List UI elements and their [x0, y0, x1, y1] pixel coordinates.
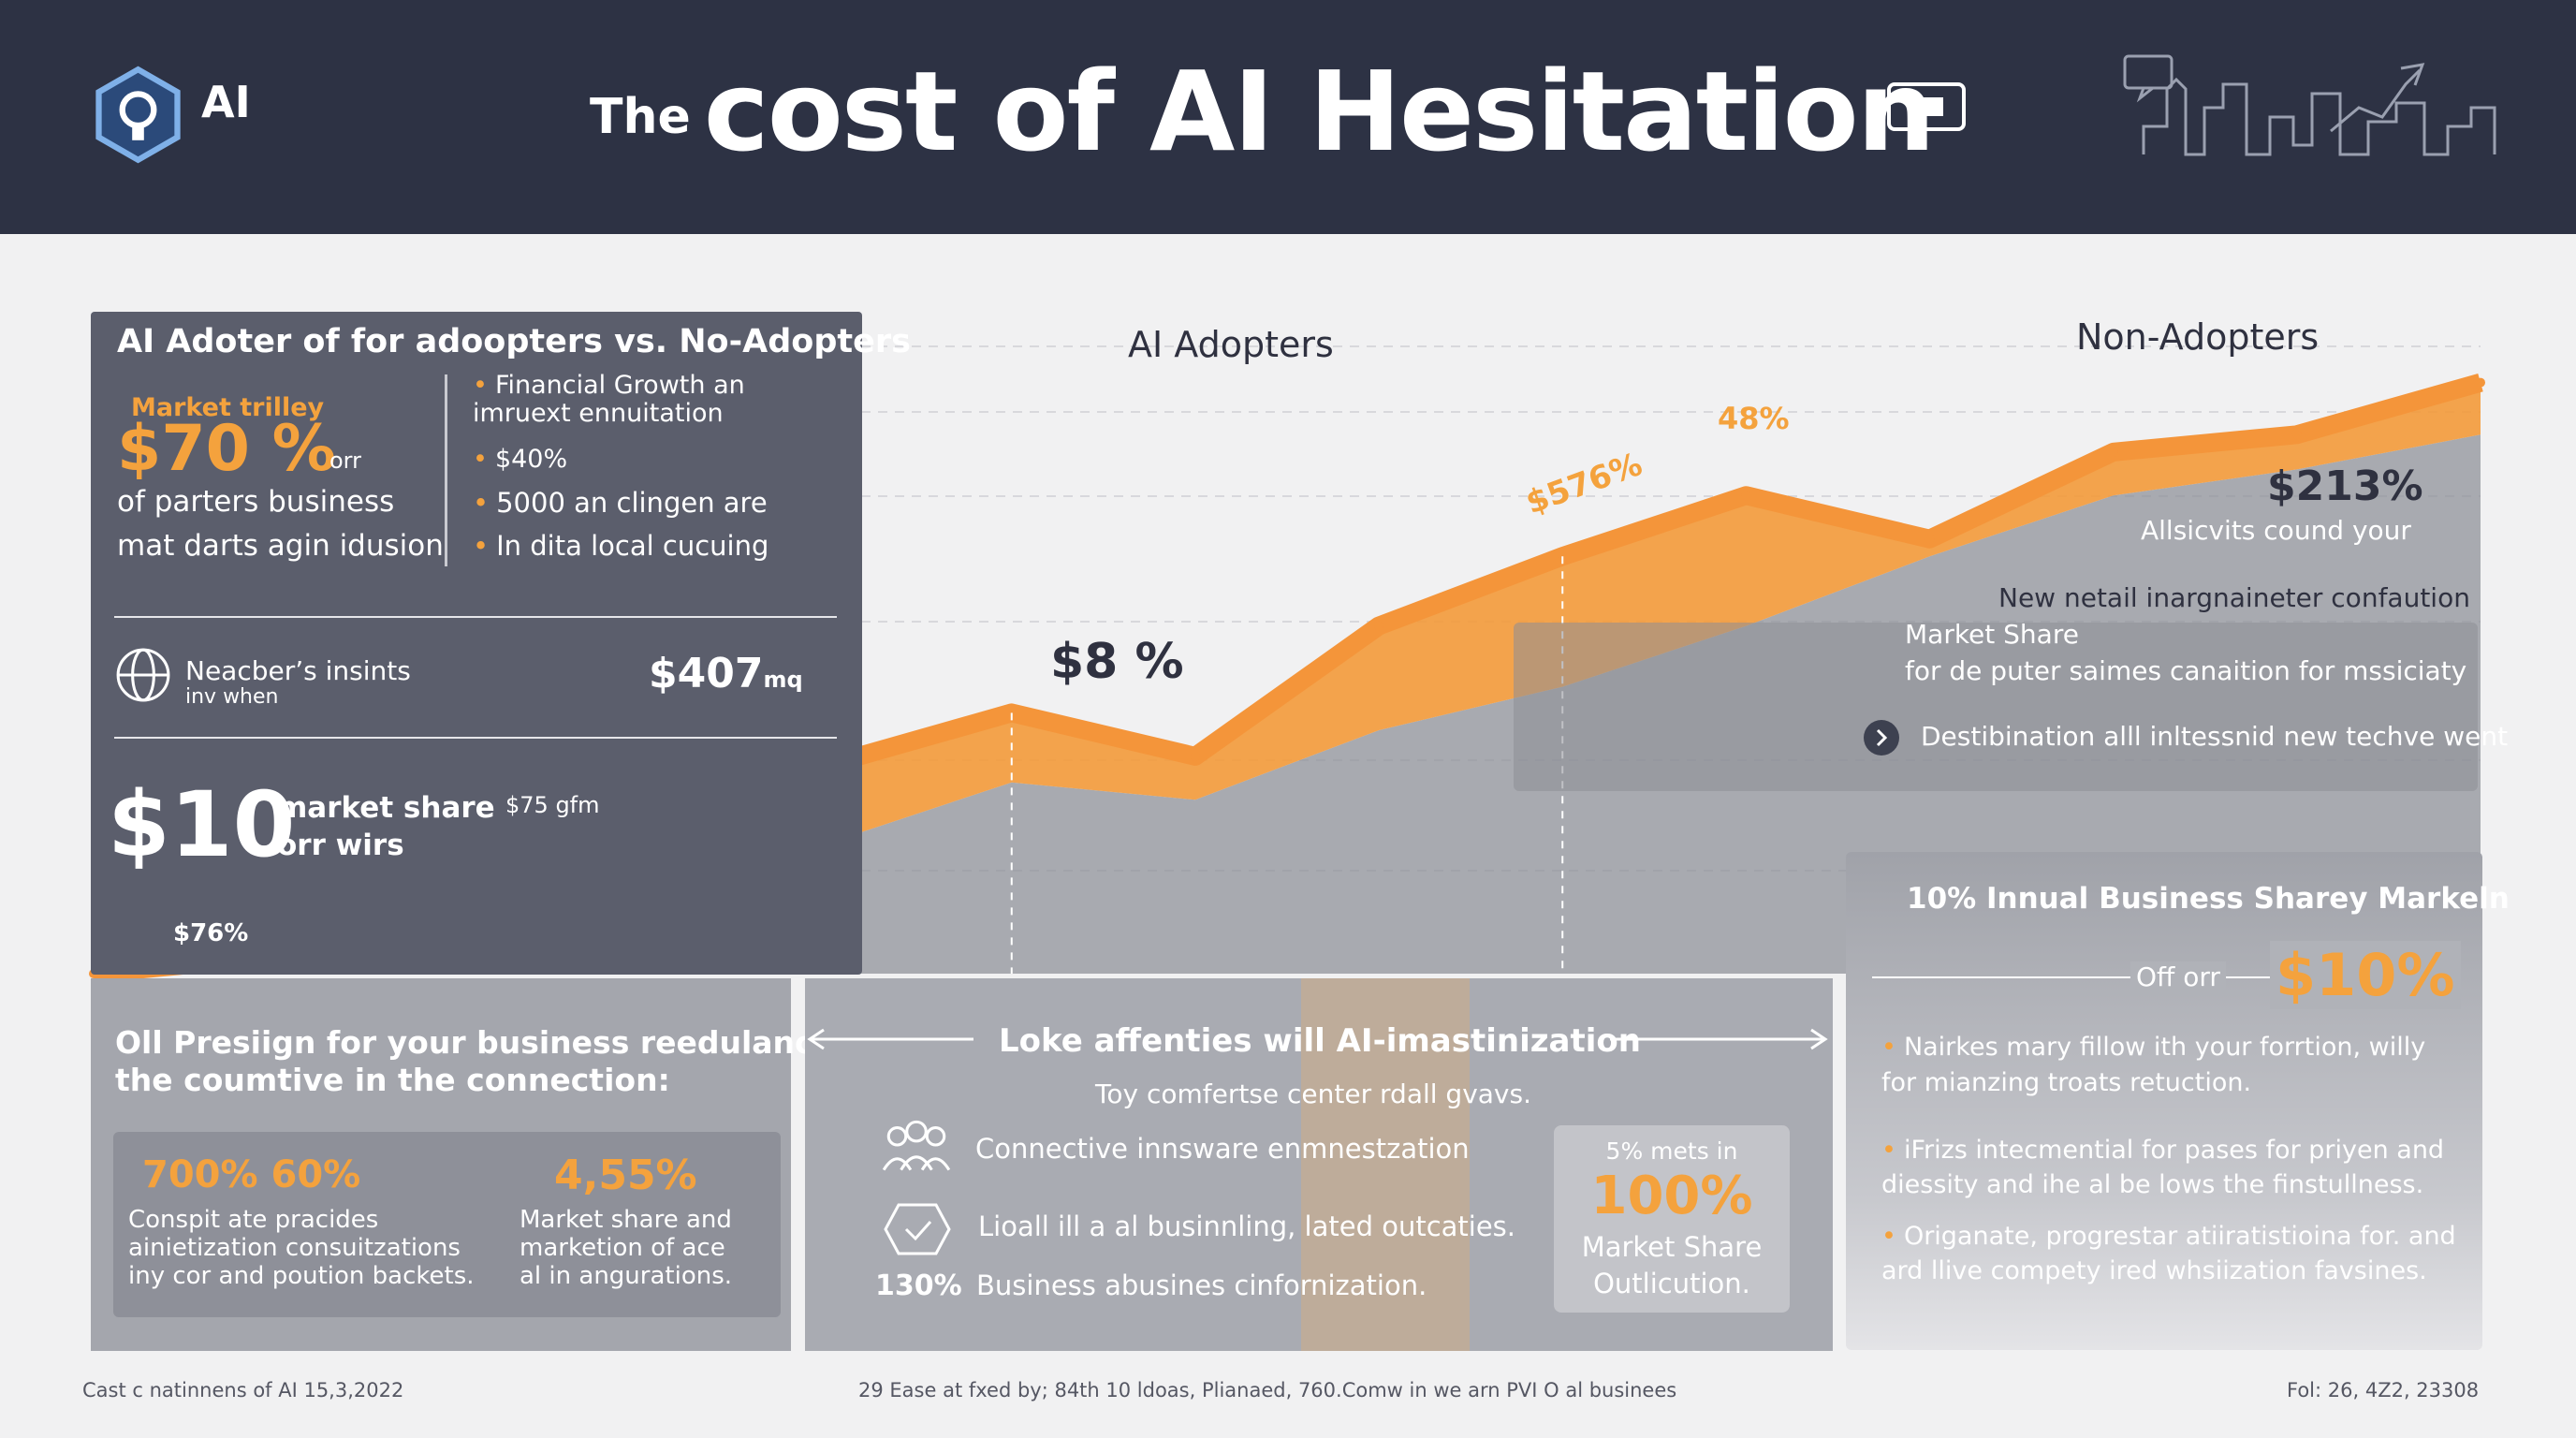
box-value: 100% [1590, 1166, 1753, 1226]
page-title: The cost of AI Hesitation [590, 47, 1936, 176]
right-line-1: New netail inargnaineter confaution [1998, 582, 2470, 613]
bottom-right-card [1846, 852, 2482, 1350]
right-info-card [1514, 623, 2478, 791]
data-point [1741, 491, 1751, 501]
bottom-mid-heading: Loke affenties will AI-imastinization [999, 1022, 1641, 1060]
left-line-1: of parters business [117, 485, 395, 519]
big-value: $70 % [117, 412, 336, 486]
bottom-mid-item-1: Connective innsware enmnestzation [975, 1133, 1470, 1165]
skyline-growth-icon [2123, 54, 2496, 156]
left-summary-panel [91, 312, 862, 975]
box-top: 5% mets in [1605, 1137, 1738, 1165]
share-label-1: market share [277, 791, 495, 825]
share-small: $75 gfm [505, 792, 600, 818]
data-point [1190, 751, 1200, 761]
bottom-mid-item-3: Business abusines cinfornization. [976, 1269, 1427, 1301]
box-line-1: Market Share [1581, 1231, 1763, 1263]
stats-box [113, 1132, 781, 1317]
right-sub: Allsicvits cound your [2141, 515, 2411, 546]
globe-icon [116, 648, 170, 702]
right-bullet-1: • Nairkes mary fillow ith your forrtion, … [1881, 1033, 2426, 1097]
row-label: Neacber’s insints [185, 655, 411, 686]
bottom-left-heading-1: Oll Presiign for your business reedulanc… [115, 1024, 834, 1061]
row-sub: inv when [185, 685, 279, 709]
market-label: Market trilley [131, 393, 325, 422]
label-non-adopters: Non-Adopters [2076, 316, 2320, 358]
title-big: cost of AI Hesitation [703, 47, 1936, 176]
orange-band [1301, 978, 1470, 1351]
panel-rule-1 [114, 616, 837, 618]
title-small: The [590, 89, 691, 145]
bullet-1: • Financial Growth an imruext ennuitation [473, 371, 745, 428]
bottom-left-heading-2: the coumtive in the connection: [115, 1062, 670, 1098]
ai-brain-icon [95, 66, 181, 164]
panel-divider [445, 374, 447, 566]
market-share-box [1554, 1125, 1790, 1313]
data-point [2108, 447, 2118, 457]
bottom-right-heading: 10% Innual Business Sharey Markeln [1907, 882, 2510, 916]
double-arrow [807, 1028, 1828, 1050]
big-suffix: orr [329, 448, 361, 474]
left-panel-heading: AI Adoter of for adoopters vs. No-Adopte… [117, 323, 911, 360]
label-ai-adopters: AI Adopters [1128, 324, 1334, 365]
stat2-text: Market share and marketion of ace al in an… [520, 1206, 733, 1290]
panel-rule-2 [114, 737, 837, 739]
right-line-4: Destibination alll inltessnid new techve… [1921, 721, 2509, 752]
data-point [2291, 430, 2302, 440]
bullet-2: • $40% [473, 445, 568, 474]
data-point [1925, 534, 1935, 544]
money-chat-icon [1887, 82, 1966, 131]
logo-text: AI [201, 77, 251, 127]
data-point [2476, 377, 2485, 388]
share-label-2: orr wirs [277, 829, 404, 862]
off-label: Off orr [2130, 961, 2226, 992]
header-bar [0, 0, 2576, 234]
right-bullet-3: • Origanate, progrestar atiiratistioina f… [1881, 1222, 2456, 1285]
right-value: $213% [2267, 462, 2423, 510]
left-line-2: mat darts agin idusion [117, 529, 444, 563]
right-line-2: Market Share [1905, 619, 2079, 650]
annotation-8: $8 % [1050, 634, 1184, 690]
stat2-value: 4,55% [554, 1152, 697, 1199]
annotation-76: $76% [173, 919, 249, 947]
right-line-3: for de puter saimes canaition for mssici… [1905, 655, 2467, 686]
people-group-icon [882, 1120, 951, 1171]
stat1-value: 700% 60% [142, 1153, 361, 1196]
right-bullet-2: • iFrizs intecmential for pases for priye… [1881, 1136, 2445, 1199]
bottom-right-value: $10% [2270, 941, 2461, 1009]
bottom-mid-item-2: Lioall ill a al businnling, lated outcat… [978, 1211, 1516, 1242]
data-point [1374, 621, 1384, 631]
footer-left: Cast c natinnens of AI 15,3,2022 [82, 1379, 404, 1401]
footer-right: Fol: 26, 4Z2, 23308 [2287, 1379, 2480, 1401]
series-area-non-adopters [94, 434, 2481, 974]
row-value: $407mq [649, 650, 803, 697]
bullet-4: • In dita local cucuing [473, 530, 769, 562]
check-hexagon-icon [884, 1203, 951, 1255]
stat1-text: Conspit ate pracides ainietization consui… [128, 1206, 475, 1290]
share-value: $10 [108, 772, 296, 877]
footer-middle: 29 Ease at fxed by; 84th 10 ldoas, Plian… [858, 1379, 1677, 1401]
annotation-48: 48% [1718, 401, 1790, 436]
box-line-2: Outlicution. [1593, 1268, 1750, 1299]
bottom-mid-item3-value: 130% [875, 1269, 962, 1302]
chevron-right-icon[interactable] [1863, 719, 1900, 756]
bullet-3: • 5000 an clingen are [473, 487, 768, 519]
bottom-mid-sub: Toy comfertse center rdall gvavs. [1095, 1078, 1531, 1109]
